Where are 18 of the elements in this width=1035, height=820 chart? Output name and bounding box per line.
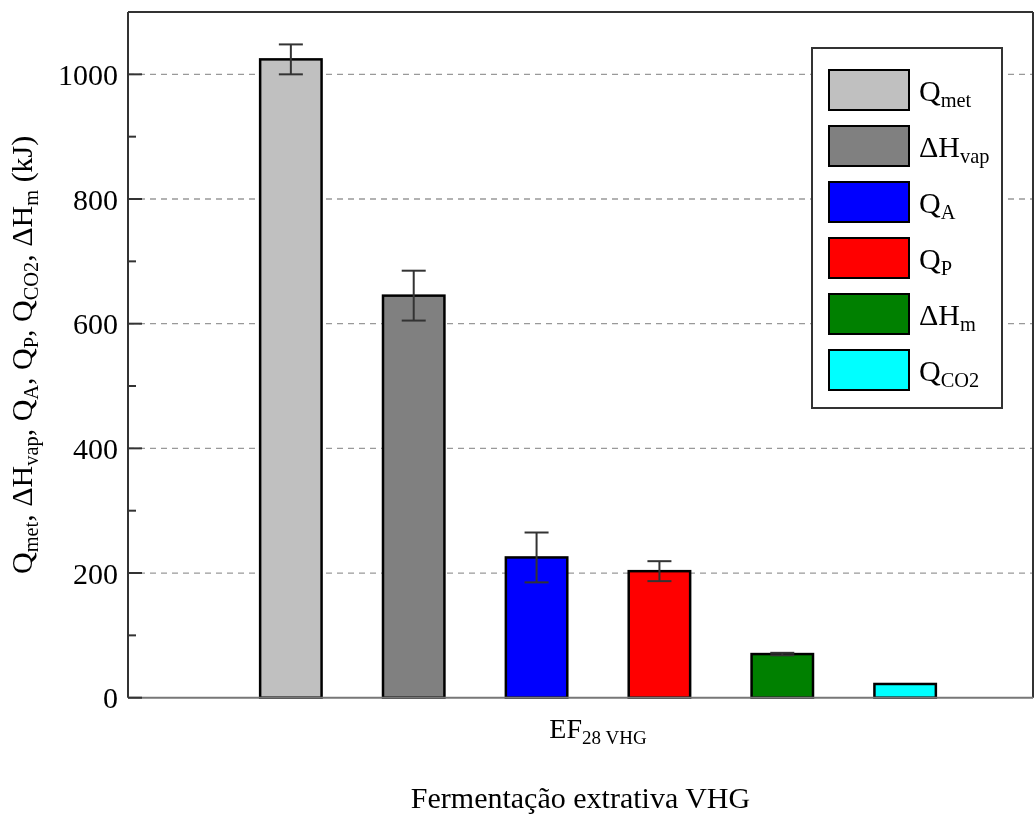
legend-label: ΔH$_{vap}$ [919, 130, 990, 168]
legend-label: Q$_{met}$ [919, 74, 972, 111]
legend-label: ΔH$_{m}$ [919, 298, 976, 335]
legend-label: Q$_{CO2}$ [919, 354, 980, 391]
legend-label: Q$_{P}$ [919, 242, 953, 279]
bar [258, 58, 323, 699]
y-tick-label: 200 [73, 556, 118, 590]
y-tick-label: 600 [73, 307, 118, 341]
y-tick-label: 1000 [58, 57, 118, 91]
x-tick-label: EF$_{28 VHG}$ [549, 713, 647, 748]
legend-label: Q$_{A}$ [919, 186, 956, 223]
bar [504, 556, 569, 699]
y-tick-label: 800 [73, 182, 118, 216]
y-tick-label: 0 [103, 681, 118, 715]
bar [750, 652, 815, 699]
y-tick-label: 400 [73, 431, 118, 465]
bar [627, 569, 692, 699]
x-axis-title: Fermentação extrativa VHG [410, 781, 751, 814]
